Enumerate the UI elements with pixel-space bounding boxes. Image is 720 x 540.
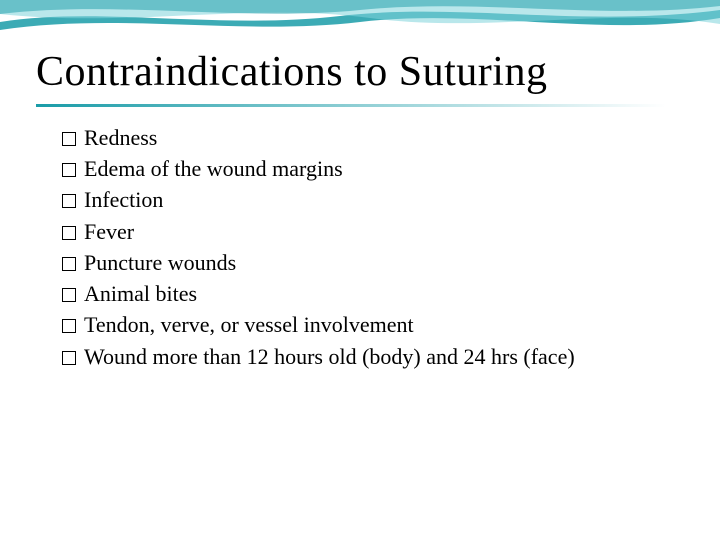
list-item: Infection <box>62 184 662 215</box>
square-bullet-icon <box>62 351 76 365</box>
square-bullet-icon <box>62 194 76 208</box>
list-item-text: Fever <box>84 219 134 244</box>
title-underline <box>36 104 666 107</box>
list-item-text: Redness <box>84 125 157 150</box>
slide-title: Contraindications to Suturing <box>36 48 547 96</box>
list-item-text: Puncture wounds <box>84 250 236 275</box>
list-item-text: Wound more than 12 hours old (body) and … <box>84 344 575 369</box>
list-item-text: Edema of the wound margins <box>84 156 343 181</box>
list-item: Edema of the wound margins <box>62 153 662 184</box>
list-item-text: Animal bites <box>84 281 197 306</box>
list-item: Redness <box>62 122 662 153</box>
contraindication-list: Redness Edema of the wound margins Infec… <box>62 122 662 372</box>
list-item: Animal bites <box>62 278 662 309</box>
square-bullet-icon <box>62 257 76 271</box>
list-item: Puncture wounds <box>62 247 662 278</box>
square-bullet-icon <box>62 163 76 177</box>
square-bullet-icon <box>62 319 76 333</box>
list-item: Wound more than 12 hours old (body) and … <box>62 341 662 372</box>
list-item: Fever <box>62 216 662 247</box>
list-item-text: Tendon, verve, or vessel involvement <box>84 312 414 337</box>
list-item-text: Infection <box>84 187 163 212</box>
square-bullet-icon <box>62 288 76 302</box>
list-item: Tendon, verve, or vessel involvement <box>62 309 662 340</box>
square-bullet-icon <box>62 132 76 146</box>
square-bullet-icon <box>62 226 76 240</box>
